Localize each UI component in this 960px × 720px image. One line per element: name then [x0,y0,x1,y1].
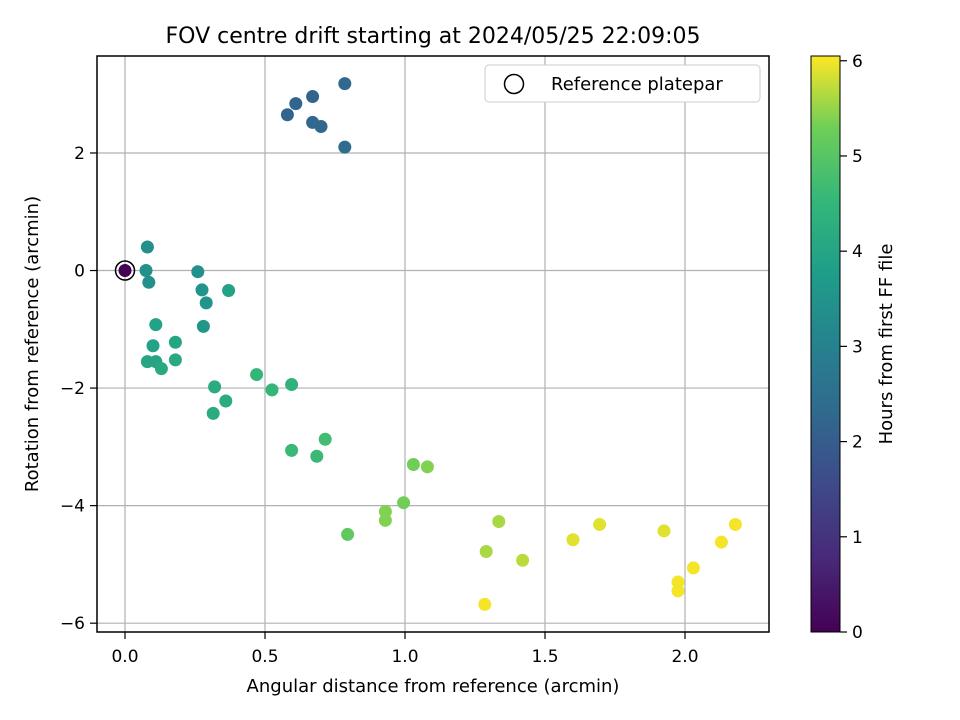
scatter-point [728,517,742,531]
scatter-point [406,457,420,471]
y-tick-label: 0 [74,262,85,282]
x-tick-label: 0.5 [251,647,278,667]
y-tick-label: −2 [60,379,85,399]
scatter-point [314,120,328,134]
plot-frame [96,55,770,633]
colorbar-tick-label: 0 [852,623,863,643]
x-tick-label: 2.0 [671,647,698,667]
scatter-point [714,535,728,549]
scatter-point [191,265,205,279]
scatter-point [285,443,299,457]
reference-platepar-marker [114,260,136,281]
y-tick-label: −6 [60,614,85,634]
colorbar: 0 1 2 3 4 5 6 Hours from first FF file [810,52,897,643]
scatter-point [199,296,213,310]
scatter-point [206,406,220,420]
scatter-point [397,496,411,510]
scatter-point [285,378,299,392]
data-points [118,77,742,611]
y-tick-label: −4 [60,497,85,517]
colorbar-tick-label: 4 [852,242,863,262]
x-tick-label: 1.5 [531,647,558,667]
scatter-point [265,383,279,397]
colorbar-tick-label: 1 [852,528,863,548]
scatter-point [306,90,320,104]
scatter-point [168,335,182,349]
y-axis: −6 −4 −2 0 2 [60,144,97,634]
scatter-point [378,513,392,527]
legend-marker-icon [503,73,525,95]
scatter-point [479,544,493,558]
scatter-point [593,517,607,531]
scatter-point [149,318,163,332]
colorbar-tick-label: 2 [852,433,863,453]
legend-entry-reference: Reference platepar [551,74,723,95]
scatter-point [118,264,132,278]
scatter-point [219,394,233,408]
scatter-point [168,353,182,367]
scatter-point [146,339,160,353]
x-tick-label: 1.0 [391,647,418,667]
scatter-point [196,319,210,333]
scatter-point [492,515,506,529]
scatter-point [420,460,434,474]
scatter-point [686,561,700,575]
legend-box [484,64,761,103]
scatter-point [139,264,153,278]
y-tick-label: 2 [74,144,85,164]
colorbar-tick-label: 3 [852,337,863,357]
colorbar-tick-label: 5 [852,147,863,167]
scatter-point [341,527,355,541]
scatter-point [208,380,222,394]
scatter-point [289,97,303,111]
colorbar-tick-label: 6 [852,52,863,72]
scatter-point [516,553,530,567]
x-tick-label: 0.0 [111,647,138,667]
scatter-point [318,432,332,446]
scatter-point [140,240,154,254]
colorbar-gradient [810,55,841,633]
y-axis-label: Rotation from reference (arcmin) [22,196,43,492]
scatter-point [657,524,671,538]
scatter-point [154,362,168,376]
reference-marker [114,260,136,281]
scatter-point [142,275,156,289]
scatter-point [338,140,352,154]
scatter-point [566,533,580,547]
scatter-point [222,284,236,298]
colorbar-ticks: 0 1 2 3 4 5 6 [840,52,863,643]
scatter-point [338,77,352,91]
scatter-point [250,368,264,382]
x-axis-label: Angular distance from reference (arcmin) [247,676,620,697]
scatter-point [195,283,209,297]
grid-lines [97,56,769,632]
legend: Reference platepar [484,64,761,103]
scatter-point [671,584,685,598]
scatter-point [280,108,294,122]
chart-title: FOV centre drift starting at 2024/05/25 … [166,24,701,49]
x-axis: 0.0 0.5 1.0 1.5 2.0 [111,632,699,667]
scatter-point [478,597,492,611]
colorbar-label: Hours from first FF file [876,244,897,445]
scatter-point [310,449,324,463]
